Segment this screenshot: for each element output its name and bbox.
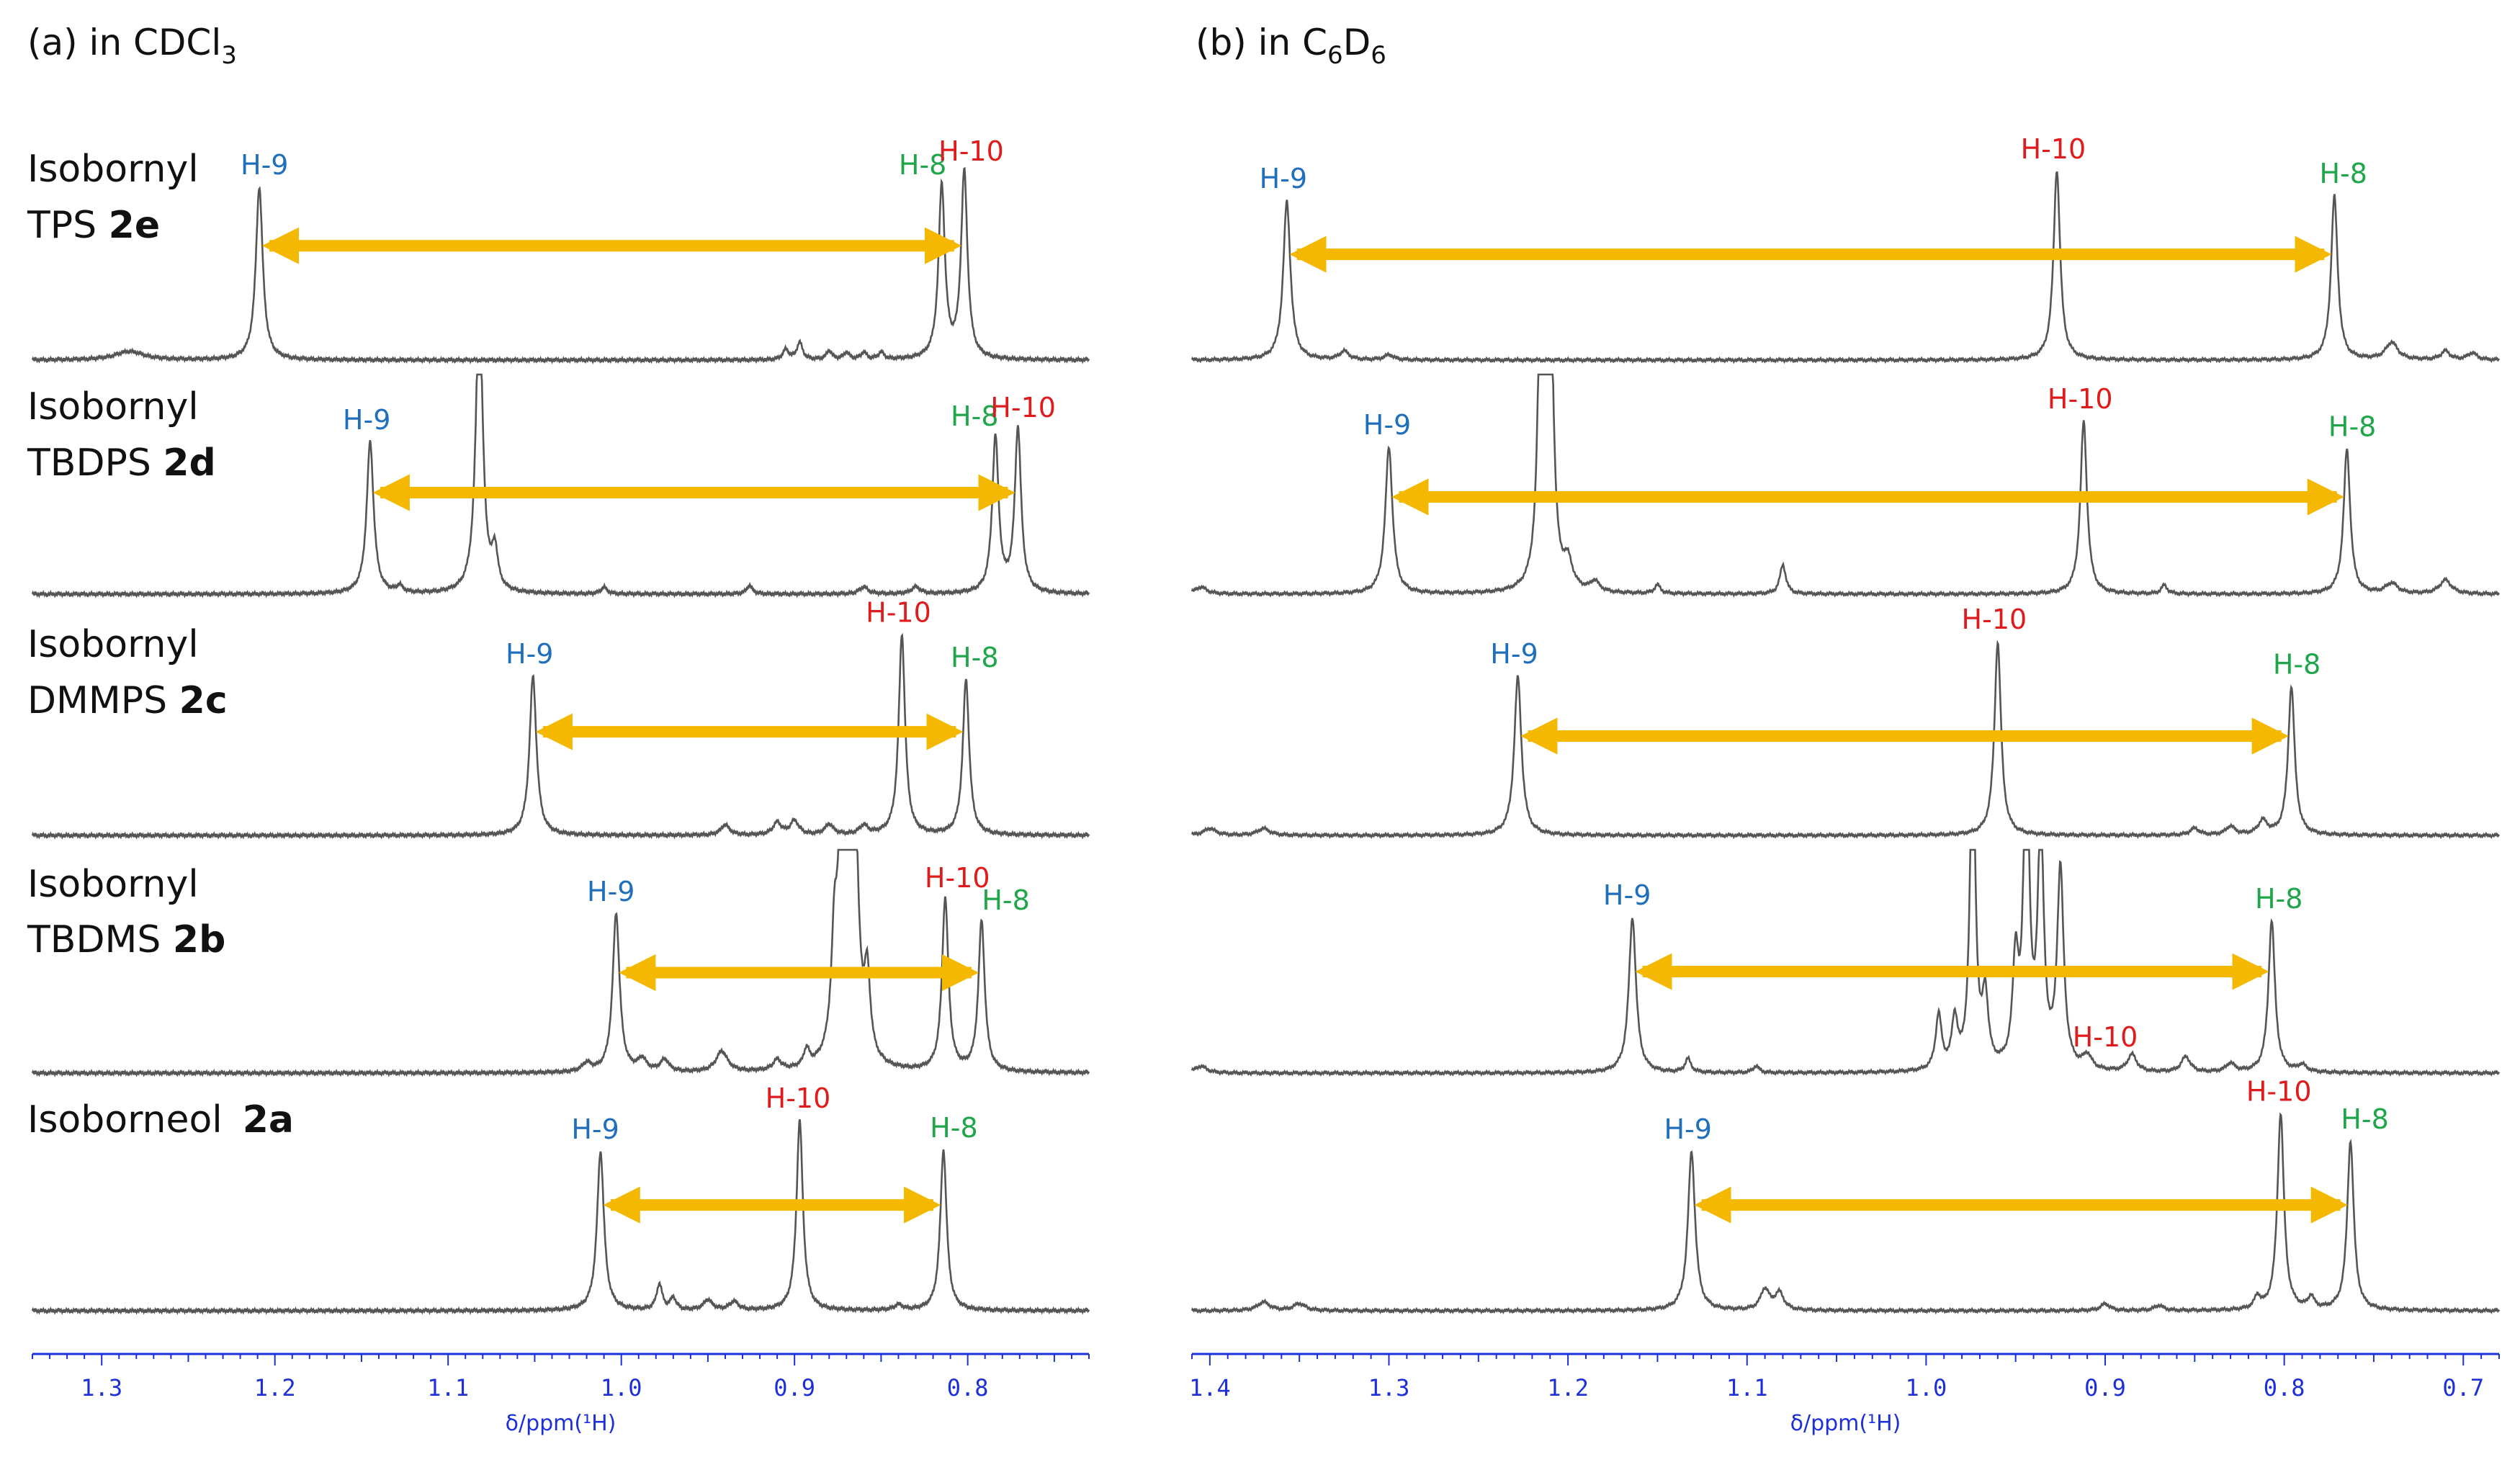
spectrum-trace [1191,848,2501,1077]
peak-label-h10: H-10 [2073,1021,2138,1053]
spectrum-trace [31,373,1090,598]
compound-label-2b-name: TBDMS [27,918,161,961]
compound-label-2b-line2: TBDMS 2b [27,918,225,961]
panel-b-title-mid: D [1343,22,1371,63]
panel-a-title-text: (a) in CDCl [27,22,221,63]
compound-label-2c-line2: DMMPS 2c [27,679,228,722]
spectrum-trace [1191,1112,2501,1315]
peak-label-h10: H-10 [2048,383,2113,415]
spectrum-a-3: H-9 H-10H-8 [31,848,1090,1077]
peak-label-h10: H-10 [866,597,931,629]
peak-label-h10: H-10 [990,392,1056,423]
spectrum-trace [31,1118,1090,1315]
peak-label-h10: H-10 [2021,133,2086,165]
compound-label-2c-line1: Isobornyl [27,623,199,666]
spectrum-trace [31,166,1090,364]
compound-label-2c-code: 2c [179,679,228,722]
compound-label-2e-line2: TPS 2e [27,204,160,247]
compound-label-2d-line2: TBDPS 2d [27,441,216,485]
peak-label-h9: H-9 [587,876,635,907]
tick-label: 0.8 [2264,1374,2305,1402]
x-axis-b: 1.4 1.3 1.2 1.1 1.0 0.9 0.8 0.7 δ/ppm(¹H) [1189,1353,2500,1436]
panel-a-plot: H-9 H-8H-10H-9 H-8H-10H-9H-10H-8H-9 H-10H-8… [31,135,1090,1436]
peak-label-h10: H-10 [1962,604,2027,635]
spectrum-trace [31,848,1090,1077]
panel-a-title: (a) in CDCl3 [27,22,237,70]
peak-label-h8: H-8 [951,642,998,673]
compound-label-2a-name: Isoborneol [27,1098,223,1142]
peak-label-h8: H-8 [2319,158,2367,189]
tick-label: 1.3 [81,1374,122,1402]
spectrum-trace [1191,373,2501,598]
compound-label-2e-name: TPS [27,204,97,247]
peak-label-h8: H-8 [2328,411,2376,442]
compound-label-2b-line1: Isobornyl [27,863,199,906]
compound-label-2e-line1: Isobornyl [27,148,199,191]
tick-label: 1.2 [1547,1374,1589,1402]
compound-labels: Isobornyl TPS 2e Isobornyl TBDPS 2d Isob… [27,148,294,1142]
tick-label: 0.7 [2442,1374,2484,1402]
spectrum-trace [1191,171,2501,364]
peak-label-h9: H-9 [571,1113,619,1145]
compound-label-2c-name: DMMPS [27,679,167,722]
panel-b-title-text: (b) in C [1196,22,1327,63]
peak-label-h8: H-8 [2255,883,2302,915]
peak-label-h9: H-9 [1260,163,1307,194]
spectrum-a-4: H-9 H-10 H-8 [31,1082,1090,1315]
compound-label-2a-code: 2a [243,1098,294,1142]
peak-label-h8: H-8 [899,149,946,181]
tick-label: 1.0 [601,1374,642,1402]
peak-label-h9: H-9 [1603,879,1651,911]
spectrum-b-4: H-9 H-10 H-8 [1191,1075,2501,1315]
peak-label-h10: H-10 [938,135,1004,167]
panel-b-title: (b) in C6D6 [1196,22,1386,70]
spectrum-a-0: H-9 H-8H-10 [31,135,1090,364]
panel-b-plot: H-9 H-10 H-8 H-9 H-10 H-8 H-9 H-10 H-8 H-9 H-10 H-8… [1189,133,2501,1436]
peak-label-h9: H-9 [1490,638,1538,670]
peak-label-h10: H-10 [925,862,990,894]
spectrum-b-3: H-9 H-10 H-8 [1191,848,2501,1077]
peak-label-h8: H-8 [951,400,998,432]
spectrum-b-1: H-9 H-10 H-8 [1191,373,2501,598]
tick-label: 1.1 [1726,1374,1768,1402]
spectrum-b-2: H-9 H-10 H-8 [1191,604,2501,840]
x-axis-a: 1.3 1.2 1.1 1.0 0.9 0.8 δ/ppm(¹H) [32,1353,1090,1436]
peak-label-h9: H-9 [1363,409,1411,441]
peak-label-h10: H-10 [766,1082,831,1114]
spectrum-a-2: H-9 H-10 H-8 [31,597,1090,840]
spectrum-trace [1191,640,2501,840]
tick-label: 1.4 [1189,1374,1231,1402]
compound-label-2e-code: 2e [109,204,160,247]
tick-label: 1.2 [254,1374,296,1402]
peak-label-h9: H-9 [506,638,553,670]
spectrum-b-0: H-9 H-10 H-8 [1191,133,2501,364]
tick-label: 1.0 [1905,1374,1947,1402]
peak-label-h8: H-8 [2273,649,2321,681]
peak-label-h8: H-8 [2341,1103,2388,1135]
compound-label-2d-code: 2d [163,441,215,485]
peak-label-h8: H-8 [930,1112,977,1144]
compound-label-2a: Isoborneol 2a [27,1098,294,1142]
tick-label: 0.9 [2084,1374,2126,1402]
spectrum-a-1: H-9 H-8H-10 [31,373,1090,598]
tick-label: 1.3 [1368,1374,1410,1402]
peak-label-h10: H-10 [2246,1075,2312,1107]
tick-label: 0.8 [947,1374,989,1402]
panel-b-title-sub2: 6 [1371,41,1386,70]
peak-label-h9: H-9 [343,404,390,436]
compound-label-2d-line1: Isobornyl [27,385,199,429]
spectrum-trace [31,632,1090,840]
panel-a-title-sub: 3 [221,41,237,70]
peak-label-h8: H-8 [982,884,1029,916]
tick-label: 0.9 [774,1374,815,1402]
compound-label-2d-name: TBDPS [27,441,151,485]
peak-label-h9: H-9 [241,149,288,181]
panel-b-title-sub1: 6 [1327,41,1343,70]
compound-label-2b-code: 2b [173,918,225,961]
x-axis-label: δ/ppm(¹H) [506,1411,616,1436]
x-axis-label: δ/ppm(¹H) [1790,1411,1901,1436]
peak-label-h9: H-9 [1664,1113,1711,1145]
tick-label: 1.1 [427,1374,469,1402]
